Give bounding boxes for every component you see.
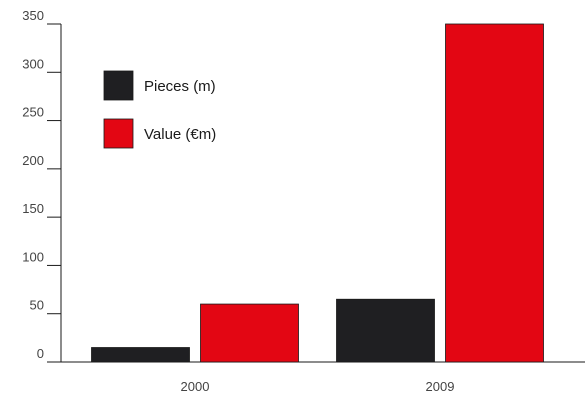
bar-value-2000: [200, 303, 299, 363]
y-tick-label: 200: [22, 153, 44, 168]
legend-swatch: [103, 70, 134, 101]
x-axis: 2000 2009: [61, 361, 585, 394]
y-tick-label: 300: [22, 56, 44, 71]
y-tick-label: 350: [22, 8, 44, 23]
legend-label: Value (€m): [144, 126, 216, 143]
y-tick-label: 150: [22, 201, 44, 216]
x-tick-label: 2009: [426, 379, 455, 394]
y-tick-label: 50: [30, 298, 44, 313]
y-tick-label: 250: [22, 105, 44, 120]
y-tick-label: 0: [37, 346, 44, 361]
bar-pieces-2009: [336, 298, 435, 363]
bar-value-2009: [445, 23, 544, 363]
bars: [91, 23, 544, 363]
y-tick-label: 100: [22, 249, 44, 264]
legend-label: Pieces (m): [144, 78, 216, 95]
x-tick-label: 2000: [181, 379, 210, 394]
legend-swatch: [103, 118, 134, 149]
y-axis: 0 50 100 150 200 250 300 350: [22, 8, 62, 363]
legend: Pieces (m) Value (€m): [103, 70, 216, 149]
bar-pieces-2000: [91, 347, 190, 363]
